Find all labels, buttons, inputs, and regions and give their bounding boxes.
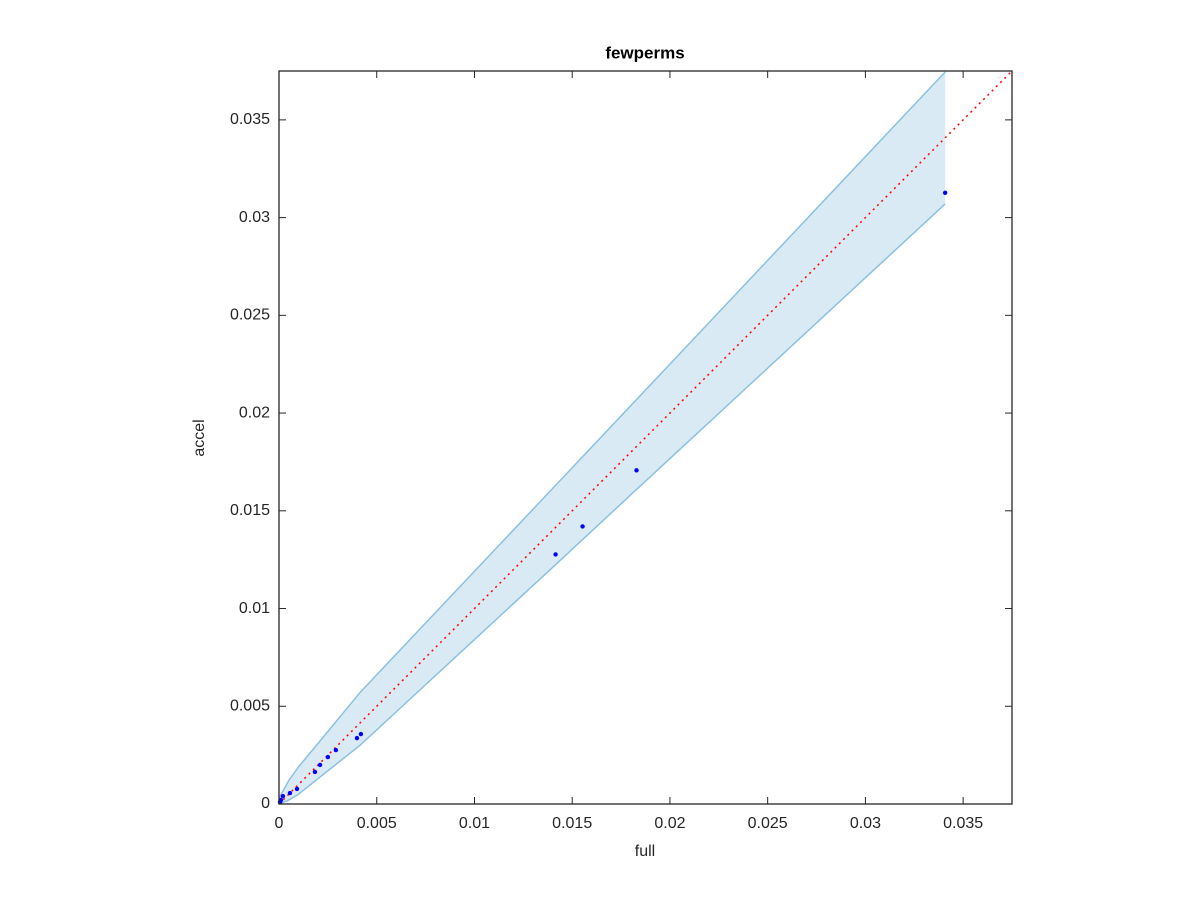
data-point xyxy=(325,754,331,760)
data-point xyxy=(942,190,948,195)
y-tick-label: 0.005 xyxy=(230,697,270,714)
y-tick-label: 0.02 xyxy=(239,404,270,421)
band-edge xyxy=(278,71,946,799)
y-axis-label: accel xyxy=(191,419,208,456)
x-tick-label: 0.025 xyxy=(748,815,788,832)
band-edge xyxy=(278,203,946,805)
confidence-band xyxy=(279,71,946,804)
data-point xyxy=(354,735,360,741)
chart-title: fewperms xyxy=(605,43,684,62)
axes-box xyxy=(278,70,1013,805)
data-point xyxy=(294,786,300,792)
y-tick-label: 0.03 xyxy=(239,209,270,226)
data-point xyxy=(317,762,323,768)
data-point xyxy=(280,793,286,799)
x-tick-label: 0.015 xyxy=(552,815,592,832)
data-point xyxy=(553,552,558,557)
x-tick-label: 0.005 xyxy=(357,815,397,832)
data-point xyxy=(287,790,293,796)
data-point xyxy=(580,524,585,529)
x-tick-label: 0.035 xyxy=(943,815,983,832)
y-tick-label: 0 xyxy=(261,795,270,812)
data-point xyxy=(358,731,364,737)
data-point xyxy=(312,769,318,775)
y-tick-label: 0.025 xyxy=(230,307,270,324)
y-tick-label: 0.01 xyxy=(239,600,270,617)
y-tick-label: 0.035 xyxy=(230,111,270,128)
x-tick-label: 0.01 xyxy=(459,815,490,832)
x-tick-label: 0.02 xyxy=(654,815,685,832)
x-tick-label: 0 xyxy=(275,815,284,832)
data-point xyxy=(333,747,339,753)
data-point xyxy=(634,468,639,473)
x-axis-label: full xyxy=(635,843,655,860)
y-tick-label: 0.015 xyxy=(230,502,270,519)
x-tick-label: 0.03 xyxy=(850,815,881,832)
